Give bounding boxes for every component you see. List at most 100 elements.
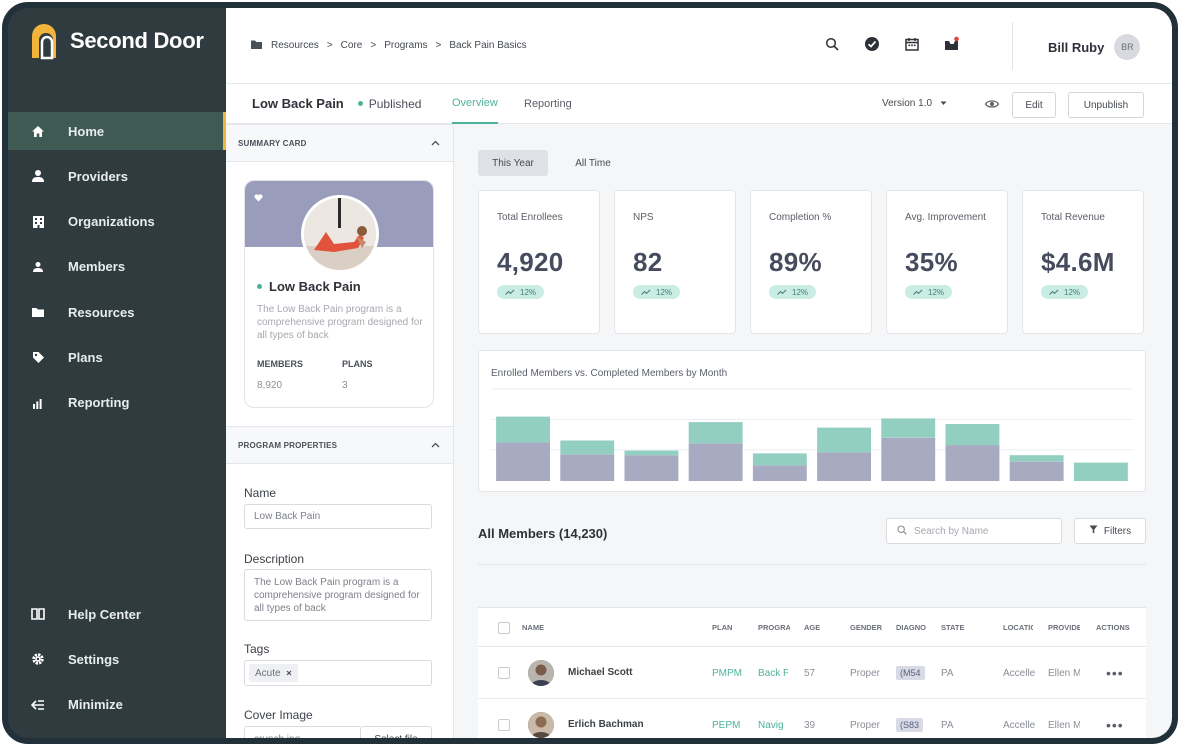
sidebar-item-settings[interactable]: Settings <box>8 640 226 678</box>
tag-chip-label: Acute <box>255 667 281 679</box>
table-row[interactable]: Michael Scott PMPM Back P 57 Proper (M54… <box>478 647 1146 699</box>
member-name[interactable]: Michael Scott <box>568 667 633 678</box>
breadcrumb-separator: > <box>435 40 442 51</box>
chart-bar-segment[interactable] <box>881 418 936 438</box>
notification-icon[interactable] <box>942 34 962 54</box>
chart-bar-segment[interactable] <box>945 445 1000 481</box>
sidebar-item-providers[interactable]: Providers <box>8 157 226 195</box>
member-name[interactable]: Erlich Bachman <box>568 719 644 730</box>
sidebar-item-label: Organizations <box>68 214 155 230</box>
plans-stat-value: 3 <box>342 380 348 391</box>
select-file-button[interactable]: Select file <box>360 726 432 738</box>
chart-bar-segment[interactable] <box>1009 455 1064 462</box>
sidebar-item-members[interactable]: Members <box>8 248 226 286</box>
name-field[interactable]: Low Back Pain <box>244 504 432 529</box>
sidebar-item-minimize[interactable]: Minimize <box>8 686 226 724</box>
kpi-change-badge: 12% <box>769 285 817 299</box>
edit-button[interactable]: Edit <box>1012 92 1056 118</box>
member-location: Accelle <box>1003 668 1035 679</box>
chart-bar-segment[interactable] <box>688 443 743 481</box>
tab-overview[interactable]: Overview <box>452 84 498 124</box>
column-header[interactable]: ACTIONS <box>1096 623 1130 632</box>
breadcrumb-item[interactable]: Core <box>340 40 363 51</box>
preview-eye-icon[interactable] <box>984 96 1000 112</box>
select-all-checkbox[interactable] <box>498 622 510 634</box>
chart-bar-segment[interactable] <box>817 452 871 482</box>
chart-bar-segment[interactable] <box>624 450 679 456</box>
home-icon <box>30 123 46 139</box>
kpi-change-value: 12% <box>1064 287 1081 297</box>
calendar-icon[interactable] <box>902 34 922 54</box>
chart-bar-segment[interactable] <box>560 454 615 481</box>
cover-image-field[interactable]: crunch.jpg <box>244 726 360 738</box>
column-header[interactable]: STATE <box>941 623 965 632</box>
sidebar-item-help-center[interactable]: Help Center <box>8 595 226 633</box>
members-icon <box>30 259 46 275</box>
column-header[interactable]: LOCATION <box>1003 623 1033 632</box>
column-header[interactable]: PLAN <box>712 623 733 632</box>
column-header[interactable]: PROGRAM <box>758 623 790 632</box>
check-circle-icon[interactable] <box>862 34 882 54</box>
sidebar-item-label: Reporting <box>68 395 130 411</box>
chart-bar-segment[interactable] <box>1073 462 1128 481</box>
table-row[interactable]: Erlich Bachman PEPM Navig 39 Proper (S83… <box>478 699 1146 738</box>
breadcrumb-item[interactable]: Resources <box>271 40 319 51</box>
chart-bar-segment[interactable] <box>752 453 807 466</box>
chart-bar-segment[interactable] <box>624 455 679 481</box>
unpublish-button[interactable]: Unpublish <box>1068 92 1144 118</box>
close-icon[interactable] <box>286 668 292 679</box>
minimize-icon <box>30 697 46 713</box>
search-input[interactable]: Search by Name <box>886 518 1062 544</box>
kpi-change-value: 12% <box>792 287 809 297</box>
tag-chip[interactable]: Acute <box>249 664 298 682</box>
chart-bar-segment[interactable] <box>496 416 550 443</box>
sidebar-item-reporting[interactable]: Reporting <box>8 384 226 422</box>
row-actions-button[interactable]: ••• <box>1106 717 1124 733</box>
row-checkbox[interactable] <box>498 667 510 679</box>
chart-bar-segment[interactable] <box>945 424 1000 446</box>
filters-button[interactable]: Filters <box>1074 518 1146 544</box>
chart-bar-segment[interactable] <box>817 427 871 453</box>
period-all-time[interactable]: All Time <box>575 157 611 169</box>
chart-bar-segment[interactable] <box>752 465 807 481</box>
description-field[interactable]: The Low Back Pain program is a comprehen… <box>244 569 432 621</box>
chart-bar-segment[interactable] <box>496 442 550 481</box>
column-header[interactable]: AGE <box>804 623 821 632</box>
version-label: Version 1.0 <box>882 98 933 109</box>
plans-stat-label: PLANS <box>342 359 373 369</box>
chart-bar-segment[interactable] <box>688 422 743 444</box>
sidebar-item-label: Resources <box>68 304 135 320</box>
column-header[interactable]: NAME <box>522 623 545 632</box>
program-properties-header[interactable]: PROGRAM PROPERTIES <box>226 426 453 464</box>
heart-icon[interactable] <box>254 189 263 207</box>
breadcrumb-item[interactable]: Back Pain Basics <box>449 40 527 51</box>
member-age: 39 <box>804 720 816 731</box>
column-header[interactable]: PROVIDER <box>1048 623 1080 632</box>
chart-bar-segment[interactable] <box>1009 461 1064 481</box>
kpi-change-value: 12% <box>656 287 673 297</box>
kpi-label: Total Revenue <box>1041 212 1105 223</box>
row-checkbox[interactable] <box>498 719 510 731</box>
period-this-year[interactable]: This Year <box>478 150 548 176</box>
sidebar-item-resources[interactable]: Resources <box>8 293 226 331</box>
sidebar-item-organizations[interactable]: Organizations <box>8 203 226 241</box>
row-actions-button[interactable]: ••• <box>1106 665 1124 681</box>
kpi-label: Completion % <box>769 212 832 223</box>
members-title: All Members (14,230) <box>478 526 608 541</box>
user-menu[interactable]: Bill Ruby BR <box>1048 34 1141 60</box>
chart-bar-segment[interactable] <box>881 437 936 481</box>
column-header[interactable]: GENDER <box>850 623 882 632</box>
providers-icon <box>30 168 46 184</box>
breadcrumb-item[interactable]: Programs <box>384 40 428 51</box>
chart-bar-segment[interactable] <box>560 440 615 455</box>
tab-reporting[interactable]: Reporting <box>524 98 572 110</box>
sidebar-item-plans[interactable]: Plans <box>8 338 226 376</box>
tags-field[interactable]: Acute <box>244 660 432 686</box>
sidebar-item-home[interactable]: Home <box>8 112 226 150</box>
folder-icon <box>250 39 263 53</box>
brand[interactable]: Second Door <box>30 22 204 60</box>
version-select[interactable]: Version 1.0 <box>882 98 947 109</box>
summary-card-header[interactable]: SUMMARY CARD <box>226 124 453 162</box>
column-header[interactable]: DIAGNOSIS <box>896 623 926 632</box>
search-icon[interactable] <box>822 34 842 54</box>
